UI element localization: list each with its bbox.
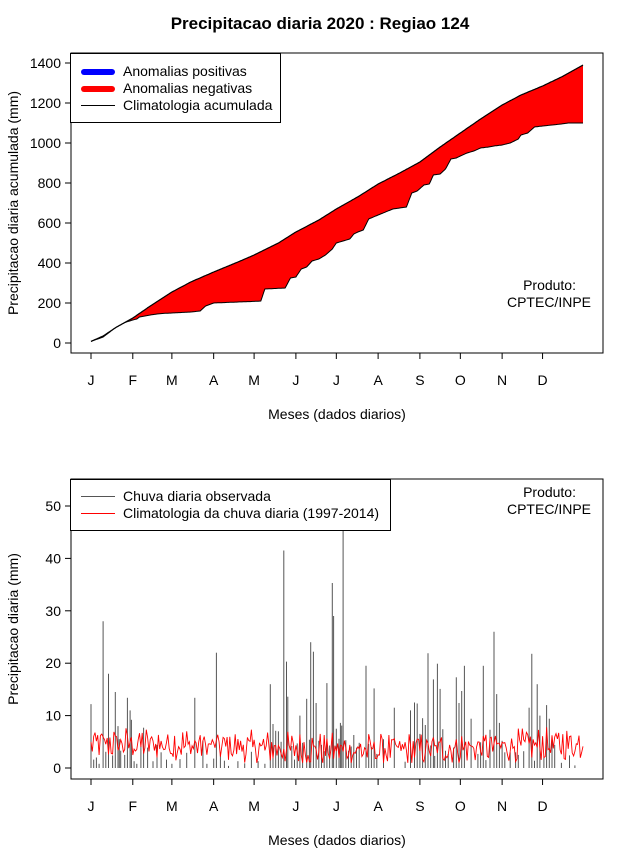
top-x-tick-label: S [415,372,424,388]
note-line: CPTEC/INPE [506,501,591,517]
top-x-tick-label: M [166,372,178,388]
observed-cumulative-line [90,122,583,342]
bottom-series [90,524,584,768]
legend-label: Climatologia acumulada [123,97,273,113]
bottom-x-tick-label: J [333,798,340,814]
legend-swatch-climatology-daily [81,513,115,514]
bottom-y-tick-label: 50 [45,498,61,514]
top-y-axis-label: Precipitacao diaria acumulada (mm) [5,91,21,315]
legend-item-observed: Chuva diaria observada [71,488,390,505]
legend-label: Anomalias negativas [123,80,253,96]
bottom-x-tick-label: M [166,798,178,814]
legend-swatch-climatology [81,105,115,106]
bottom-y-tick-label: 0 [53,760,61,776]
top-y-tick-label: 600 [38,215,62,231]
bottom-x-tick-label: A [209,798,219,814]
legend-label: Climatologia da chuva diaria (1997-2014) [123,505,380,521]
climatology-daily-line [90,727,584,764]
bottom-x-tick-label: O [455,798,466,814]
top-y-tick-label: 0 [53,335,61,351]
legend-label: Chuva diaria observada [123,488,271,504]
legend-label: Anomalias positivas [123,63,247,79]
top-series [90,64,584,342]
top-x-tick-label: A [209,372,219,388]
bottom-y-axis-label: Precipitacao diaria (mm) [5,553,21,705]
top-y-tick-label: 1000 [30,135,61,151]
top-legend: Anomalias positivas Anomalias negativas … [70,53,281,123]
legend-swatch-positive [81,69,115,75]
top-x-tick-label: N [497,372,507,388]
bottom-x-tick-label: J [88,798,95,814]
legend-swatch-negative [81,86,115,92]
legend-item-climatology-daily: Climatologia da chuva diaria (1997-2014) [71,505,390,522]
top-x-axis-label: Meses (dados diarios) [268,406,406,422]
note-line: Produto: [523,484,576,500]
top-product-note: Produto: CPTEC/INPE [470,277,591,311]
top-x-tick-label: F [129,372,138,388]
bottom-y-tick-label: 20 [45,655,61,671]
legend-item-climatology: Climatologia acumulada [71,97,280,114]
top-y-tick-label: 400 [38,255,62,271]
legend-item-positive: Anomalias positivas [71,63,280,80]
bottom-x-tick-label: A [373,798,383,814]
climatology-cumulative-line [90,64,584,342]
bottom-y-tick-label: 40 [45,550,61,566]
top-x-tick-label: J [333,372,340,388]
bottom-x-tick-label: J [292,798,299,814]
bottom-x-tick-label: S [415,798,424,814]
top-x-tick-label: D [537,372,547,388]
chart-title: Precipitacao diaria 2020 : Regiao 124 [170,14,470,33]
bottom-y-tick-label: 30 [45,603,61,619]
legend-swatch-observed [81,496,115,497]
bottom-x-tick-label: N [497,798,507,814]
bottom-x-axis-label: Meses (dados diarios) [268,832,406,848]
top-x-tick-label: A [373,372,383,388]
axes: 0 200 400 600 800 1000 1200 1400 J F M A M J J A S O N D 0 10… [30,52,604,814]
top-x-tick-label: J [292,372,299,388]
legend-item-negative: Anomalias negativas [71,80,280,97]
bottom-x-tick-label: D [537,798,547,814]
note-line: Produto: [523,277,576,293]
bottom-x-tick-label: F [129,798,138,814]
top-y-tick-label: 200 [38,295,62,311]
top-x-tick-label: J [88,372,95,388]
top-y-tick-label: 1200 [30,95,61,111]
bottom-legend: Chuva diaria observada Climatologia da c… [70,479,391,531]
bottom-product-note: Produto: CPTEC/INPE [470,484,591,518]
top-x-tick-label: M [248,372,260,388]
bottom-x-tick-label: M [248,798,260,814]
top-y-tick-label: 800 [38,175,62,191]
top-x-tick-label: O [455,372,466,388]
top-y-tick-label: 1400 [30,55,61,71]
note-line: CPTEC/INPE [506,294,591,310]
bottom-y-tick-label: 10 [45,708,61,724]
